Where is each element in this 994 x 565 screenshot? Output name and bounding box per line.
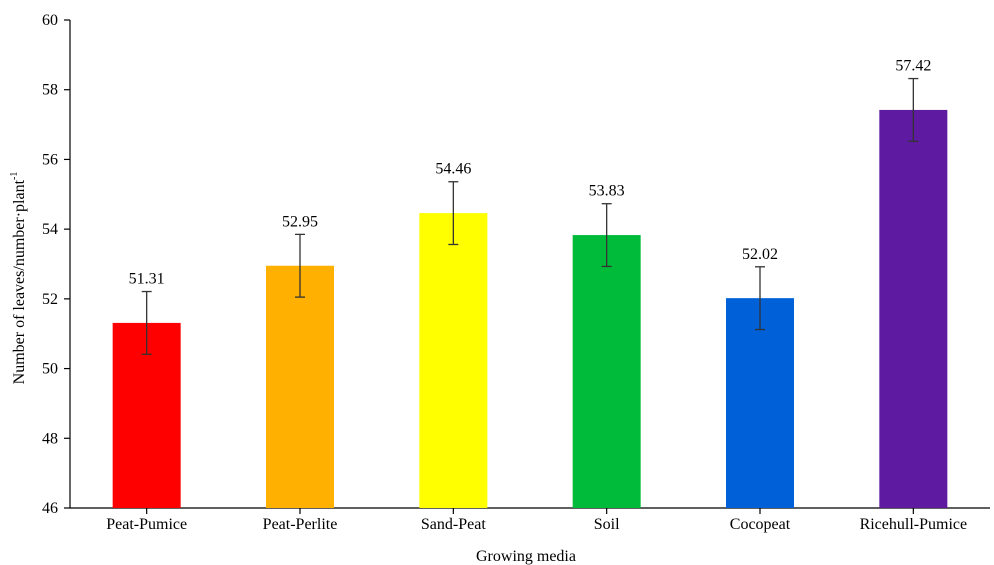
x-tick-label: Soil [594,516,620,533]
bar [879,109,948,508]
data-label: 52.95 [282,213,318,230]
bar [266,265,334,508]
bar [726,298,794,508]
y-axis-title: Number of leaves/number·plant-1 [9,172,28,385]
x-tick-label: Peat-Pumice [106,516,187,533]
y-tick-label: 48 [42,430,58,447]
y-axis-title-main: Number of leaves/number·plant [11,179,28,384]
y-axis-title-superscript: -1 [9,172,20,180]
x-tick-label: Ricehull-Pumice [860,516,968,533]
bar [419,213,488,508]
data-label: 52.02 [742,246,778,263]
y-tick-label: 50 [42,361,58,378]
y-tick-label: 46 [42,500,58,517]
bars [112,109,948,508]
x-axis-title: Growing media [476,548,576,565]
y-axis: 46 48 50 52 54 56 58 60 [42,12,71,517]
x-axis: Peat-Pumice Peat-Perlite Sand-Peat Soil Coco… [70,507,990,533]
x-tick-label: Peat-Perlite [263,516,338,533]
y-tick-label: 60 [42,12,58,29]
bar [572,235,641,508]
data-labels: 51.31 52.95 54.46 53.83 52.02 57.42 [129,58,932,288]
data-label: 57.42 [895,58,931,75]
y-tick-label: 56 [42,151,58,168]
y-tick-label: 52 [42,291,58,308]
x-tick-label: Sand-Peat [421,516,486,533]
data-label: 53.83 [589,183,625,200]
y-tick-label: 58 [42,82,58,99]
data-label: 54.46 [435,161,471,178]
error-bars [141,77,919,355]
y-tick-label: 54 [42,221,58,238]
x-tick-label: Cocopeat [730,516,791,533]
data-label: 51.31 [129,271,165,288]
